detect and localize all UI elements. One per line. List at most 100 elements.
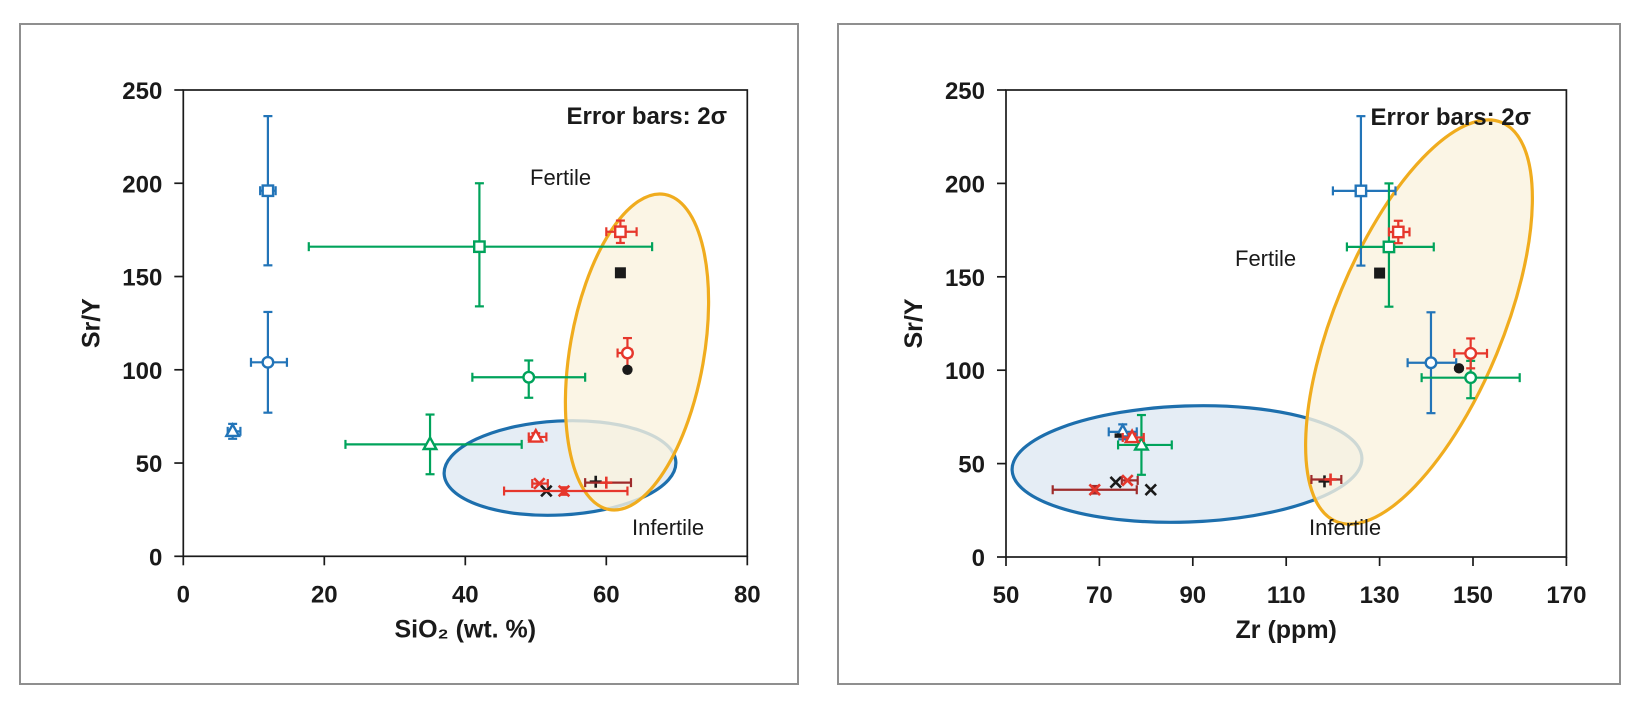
series-black-square (1374, 267, 1386, 279)
series-green-circle (1420, 359, 1521, 400)
x-tick-label: 20 (311, 581, 338, 608)
error-bars-annotation: Error bars: 2σ (567, 103, 727, 130)
red-triangle-marker (527, 427, 545, 443)
series-black-square (614, 267, 626, 279)
fertile-region-label: Fertile (530, 165, 591, 190)
series-red-circle (616, 336, 634, 370)
y-axis-label: Sr/Y (900, 298, 928, 348)
y-tick-label: 100 (122, 358, 162, 385)
series-black-circle (1453, 363, 1465, 374)
green-circle-marker (522, 370, 536, 384)
red-x-a-marker (1088, 483, 1101, 496)
x-tick-label: 130 (1360, 582, 1400, 609)
series-red-triangle (527, 427, 548, 443)
series-red-square (1387, 219, 1411, 245)
series-blue-square (1331, 115, 1397, 267)
y-tick-label: 0 (972, 545, 985, 572)
y-tick-label: 0 (149, 544, 162, 571)
black-circle-marker (1453, 363, 1465, 374)
y-tick-label: 150 (122, 265, 162, 292)
green-square-marker (1382, 240, 1396, 254)
x-tick-label: 50 (993, 582, 1020, 609)
series-blue-circle (249, 310, 289, 414)
black-x-marker (1109, 476, 1122, 489)
green-circle-marker (1464, 371, 1478, 385)
series-black-circle (622, 364, 633, 375)
series-blue-square (259, 115, 277, 267)
series-red-x-b (1120, 474, 1139, 487)
infertile-region-label: Infertile (1309, 515, 1381, 540)
left-chart-panel: 0 20 40 60 80 0 50 100 150 200 250 SiO₂ (wt. %) Sr/Y… (19, 23, 799, 685)
red-x-b-marker (557, 484, 571, 498)
series-red-plus (584, 476, 633, 489)
series-black-plus (1318, 475, 1331, 488)
blue-triangle-marker (224, 422, 241, 438)
sio2-vs-sry-chart: 0 20 40 60 80 0 50 100 150 200 250 SiO₂ (wt. %) Sr/Y… (77, 78, 761, 643)
x-tick-label: 110 (1267, 582, 1306, 609)
x-tick-label: 60 (593, 581, 620, 608)
series-red-x-a (531, 477, 549, 490)
x-tick-label: 170 (1546, 582, 1586, 609)
series-black-x-2 (1144, 483, 1157, 496)
red-square-marker (1391, 225, 1405, 239)
series-black-dash (1114, 433, 1122, 438)
series-green-square (307, 182, 654, 308)
x-tick-label: 0 (177, 581, 190, 608)
black-dash-marker (1114, 433, 1122, 438)
black-square-marker (1374, 267, 1386, 279)
series-green-triangle (1116, 413, 1173, 476)
right-chart-panel: 50 70 90 110 130 150 170 0 50 100 150 200 250 Zr (ppm… (837, 23, 1621, 685)
y-axis-label: Sr/Y (77, 298, 105, 348)
x-tick-label: 40 (452, 581, 479, 608)
red-triangle-marker (1123, 428, 1141, 444)
blue-square-marker (261, 184, 275, 198)
series-green-triangle (344, 413, 523, 476)
series-blue-triangle (224, 422, 242, 440)
y-tick-label: 50 (958, 452, 985, 479)
x-tick-label: 70 (1086, 582, 1113, 609)
series-red-circle (1453, 337, 1489, 370)
red-square-marker (614, 225, 627, 239)
blue-square-marker (1354, 184, 1368, 198)
red-x-b-marker (1121, 474, 1134, 487)
zr-vs-sry-chart: 50 70 90 110 130 150 170 0 50 100 150 200 250 Zr (ppm… (900, 78, 1586, 644)
infertile-region-label: Infertile (632, 515, 704, 540)
y-tick-label: 50 (136, 451, 163, 478)
y-tick-label: 250 (122, 78, 162, 105)
series-black-x (1109, 476, 1122, 489)
series-green-circle (471, 359, 587, 399)
series-red-square (605, 219, 638, 245)
y-tick-label: 150 (945, 265, 985, 292)
fertile-region-ellipse (563, 192, 711, 512)
x-tick-label: 90 (1179, 582, 1206, 609)
blue-circle-marker (1424, 356, 1438, 370)
x-tick-label: 150 (1453, 582, 1493, 609)
x-tick-label: 80 (734, 581, 761, 608)
series-red-triangle (1121, 428, 1145, 444)
series-green-square (1345, 182, 1435, 308)
red-circle-marker (1464, 346, 1478, 360)
black-square-marker (614, 267, 626, 279)
series-red-x-b (502, 484, 629, 498)
error-bars-annotation: Error bars: 2σ (1371, 104, 1531, 131)
y-tick-label: 200 (122, 171, 162, 198)
red-plus-marker (1324, 473, 1337, 486)
black-plus-marker (1318, 475, 1331, 488)
black-circle-marker (622, 364, 633, 375)
x-axis-label: Zr (ppm) (1236, 616, 1337, 644)
fertile-region-label: Fertile (1235, 246, 1296, 271)
green-triangle-marker (421, 435, 439, 451)
green-square-marker (473, 240, 486, 254)
black-x-2-marker (1144, 483, 1157, 496)
series-red-x-a (1051, 483, 1138, 496)
y-tick-label: 250 (945, 78, 985, 105)
x-axis-label: SiO₂ (wt. %) (394, 615, 536, 643)
green-triangle-marker (1133, 435, 1150, 451)
blue-circle-marker (261, 355, 275, 369)
y-tick-label: 200 (945, 171, 985, 198)
fertile-region-ellipse (1304, 118, 1534, 526)
y-tick-label: 100 (945, 358, 985, 385)
series-red-plus (1310, 473, 1343, 486)
red-circle-marker (620, 346, 634, 360)
red-plus-marker (600, 476, 613, 489)
